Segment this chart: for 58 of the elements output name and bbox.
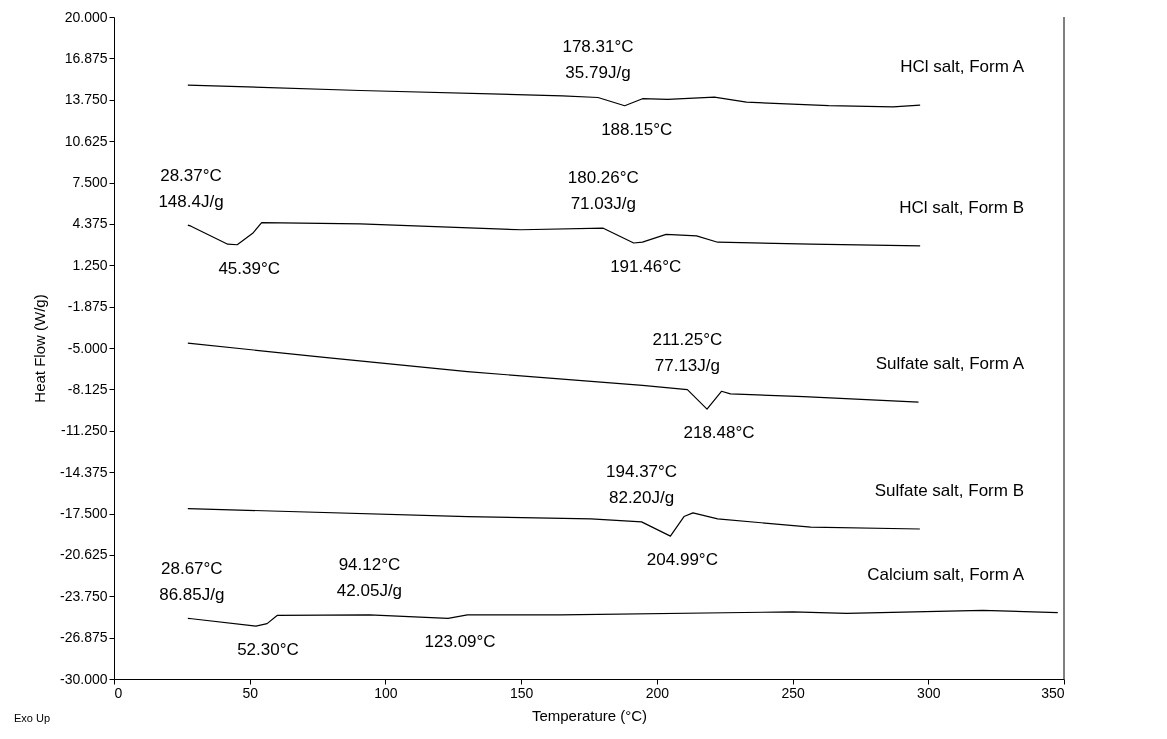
x-axis-title: Temperature (°C) [531,706,648,724]
series-label: HCl salt, Form A [900,57,1025,77]
annotation: 77.13J/g [654,355,721,375]
y-axis-title: Heat Flow (W/g) [31,294,49,403]
line-series [187,508,921,537]
annotation: 94.12°C [338,554,401,574]
annotation: 204.99°C [646,550,718,570]
y-tick-label: 7.500 [72,174,108,190]
annotation: 123.09°C [424,632,496,652]
text: Exo Up [14,712,51,724]
y-tick-label: 4.375 [72,215,108,232]
annotation: 191.46°C [610,257,682,277]
x-tick-label: 350 [1041,684,1065,701]
y-tick-label: 10.625 [64,132,108,149]
annotation: 86.85J/g [159,584,225,604]
annotation: 218.48°C [683,423,755,443]
series-label: Sulfate salt, Form A [875,354,1025,374]
y-tick-label: -5.000 [67,339,108,356]
annotation: 180.26°C [567,168,639,188]
y-tick-label: -14.375 [60,463,108,480]
y-tick-label: -30.000 [60,670,108,687]
series-label: Calcium salt, Form A [867,564,1025,584]
x-tick-label: 0 [114,684,123,701]
x-tick-label: 100 [374,684,398,701]
line-series [187,84,921,108]
series-label: Sulfate salt, Form B [874,480,1024,500]
annotation: 178.31°C [562,37,634,57]
y-tick-label: -8.125 [67,380,108,397]
x-tick-label: 150 [509,684,534,701]
y-tick-label: 20.000 [64,8,108,25]
y-tick-label: 13.750 [64,91,108,108]
annotation: 28.67°C [161,558,223,578]
y-tick-label: -11.250 [61,422,108,439]
annotation: 188.15°C [601,119,673,139]
line-series [187,609,1059,627]
annotation: 211.25°C [652,329,723,349]
annotation: 194.37°C [606,461,678,481]
x-tick-label: 200 [645,684,670,701]
annotation: 35.79J/g [565,63,631,83]
line-series [187,222,921,247]
annotation: 52.30°C [237,640,299,660]
y-tick-label: -17.500 [60,505,108,521]
y-tick-label: 16.875 [64,49,108,66]
y-tick-label: -23.750 [60,587,108,604]
annotation: 148.4J/g [158,192,224,212]
annotation: 45.39°C [218,258,281,278]
annotation: 42.05J/g [336,580,403,600]
x-tick-label: 300 [917,684,941,701]
y-tick-label: -26.875 [60,629,108,646]
y-tick-label: -20.625 [60,546,108,563]
y-tick-label: 1.250 [72,256,108,273]
annotation: 28.37°C [160,166,222,186]
series-label: HCl salt, Form B [899,197,1024,217]
x-tick-label: 250 [781,684,805,701]
annotation: 82.20J/g [608,487,675,507]
y-tick-label: -1.875 [67,298,108,315]
x-tick-label: 50 [242,684,259,701]
annotation: 71.03J/g [570,194,636,214]
